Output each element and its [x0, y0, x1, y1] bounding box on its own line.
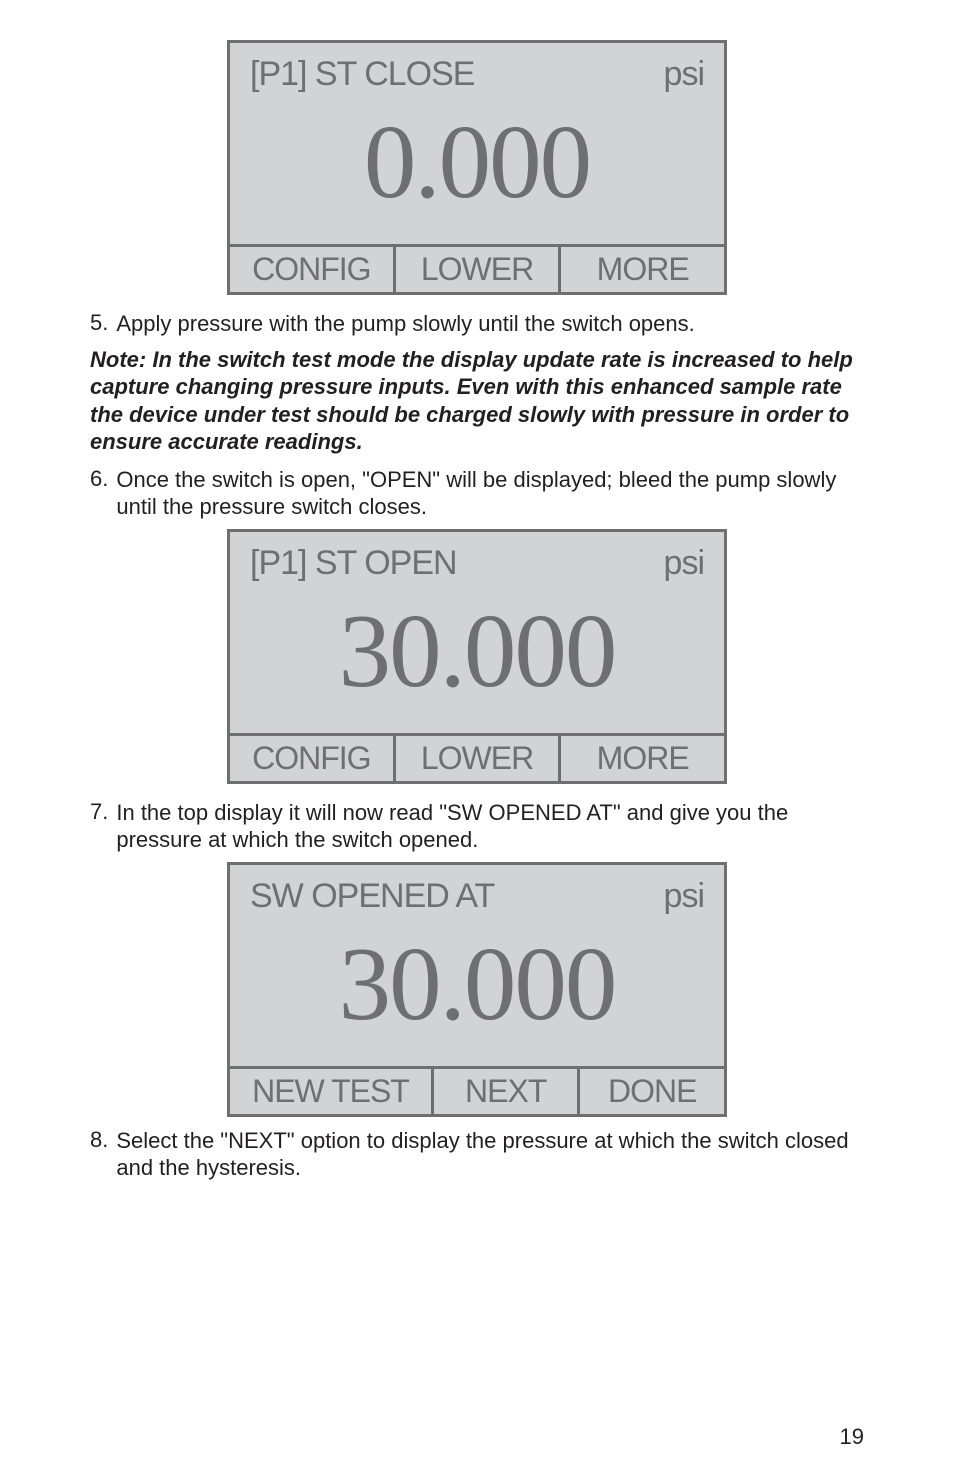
- lcd-value-3: 30.000: [230, 916, 724, 1066]
- more-button-1: MORE: [561, 247, 724, 292]
- lcd-header-left-3: SW OPENED AT: [250, 877, 494, 916]
- more-button-2: MORE: [561, 736, 724, 781]
- step-6-number: 6.: [90, 466, 108, 521]
- step-7-number: 7.: [90, 799, 108, 854]
- lcd-header-left-2: [P1] ST OPEN: [250, 544, 457, 583]
- step-8-number: 8.: [90, 1127, 108, 1182]
- page-number: 19: [840, 1424, 864, 1450]
- lower-button-2: LOWER: [396, 736, 562, 781]
- lcd-buttons-3: NEW TEST NEXT DONE: [230, 1066, 724, 1114]
- config-button-2: CONFIG: [230, 736, 396, 781]
- lcd-display-3: SW OPENED AT psi 30.000 NEW TEST NEXT DO…: [227, 862, 727, 1117]
- step-6-text: Once the switch is open, "OPEN" will be …: [116, 466, 864, 521]
- step-7: 7. In the top display it will now read "…: [90, 799, 864, 854]
- done-button-3: DONE: [580, 1069, 724, 1114]
- lcd-buttons-1: CONFIG LOWER MORE: [230, 244, 724, 292]
- lcd-header-1: [P1] ST CLOSE psi: [230, 43, 724, 94]
- note-text: Note: In the switch test mode the displa…: [90, 346, 864, 456]
- config-button-1: CONFIG: [230, 247, 396, 292]
- step-8: 8. Select the "NEXT" option to display t…: [90, 1127, 864, 1182]
- step-7-text: In the top display it will now read "SW …: [116, 799, 864, 854]
- step-5-number: 5.: [90, 310, 108, 338]
- lcd-display-2: [P1] ST OPEN psi 30.000 CONFIG LOWER MOR…: [227, 529, 727, 784]
- step-8-text: Select the "NEXT" option to display the …: [116, 1127, 864, 1182]
- lcd-header-2: [P1] ST OPEN psi: [230, 532, 724, 583]
- lcd-display-1: [P1] ST CLOSE psi 0.000 CONFIG LOWER MOR…: [227, 40, 727, 295]
- newtest-button-3: NEW TEST: [230, 1069, 434, 1114]
- lcd-header-3: SW OPENED AT psi: [230, 865, 724, 916]
- lcd-buttons-2: CONFIG LOWER MORE: [230, 733, 724, 781]
- step-5-text: Apply pressure with the pump slowly unti…: [116, 310, 694, 338]
- next-button-3: NEXT: [434, 1069, 581, 1114]
- lcd-value-1: 0.000: [230, 94, 724, 244]
- lcd-header-left-1: [P1] ST CLOSE: [250, 55, 474, 94]
- step-5: 5. Apply pressure with the pump slowly u…: [90, 310, 864, 338]
- lower-button-1: LOWER: [396, 247, 562, 292]
- step-6: 6. Once the switch is open, "OPEN" will …: [90, 466, 864, 521]
- lcd-value-2: 30.000: [230, 583, 724, 733]
- lcd-header-right-2: psi: [664, 544, 704, 583]
- lcd-header-right-3: psi: [664, 877, 704, 916]
- lcd-header-right-1: psi: [664, 55, 704, 94]
